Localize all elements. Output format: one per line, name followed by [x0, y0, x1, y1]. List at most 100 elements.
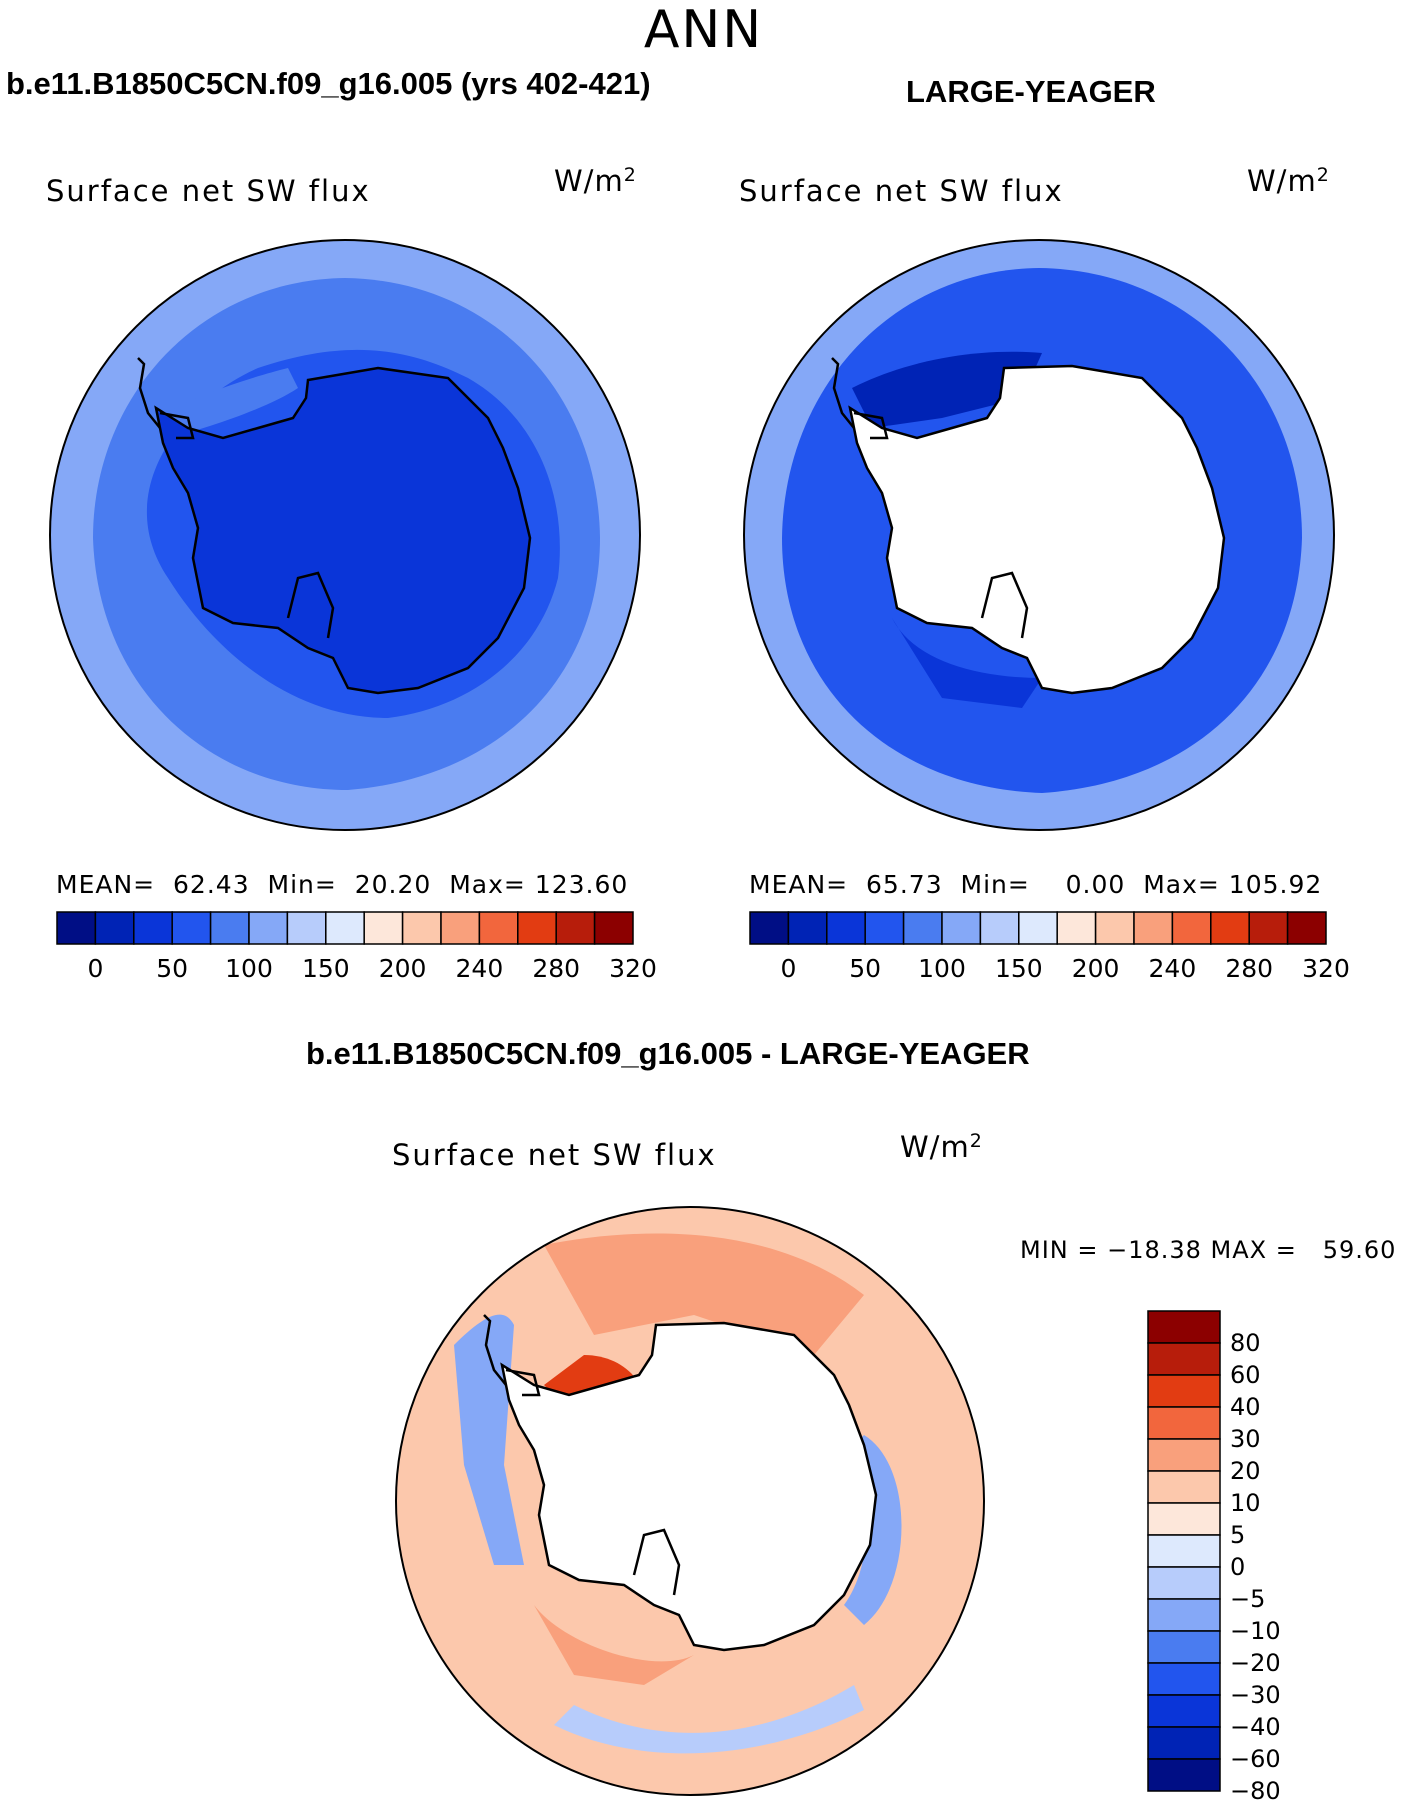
panel1-colorbar-swatch — [209, 911, 250, 945]
panel3-colorbar-tick-label: −5 — [1230, 1585, 1266, 1613]
panel3-colorbar-tick-label: −80 — [1230, 1777, 1281, 1805]
panel2-colorbar-swatch — [1018, 911, 1058, 945]
panel1-colorbar-swatch — [133, 911, 173, 945]
panel3-colorbar-swatch — [1147, 1758, 1221, 1792]
panel3-colorbar-swatch — [1147, 1566, 1221, 1600]
panel2-colorbar-swatch — [1171, 911, 1212, 945]
panel2-stats: MEAN= 65.73 Min= 0.00 Max= 105.92 — [749, 870, 1323, 899]
panel1-case-title: b.e11.B1850C5CN.f09_g16.005 (yrs 402-421… — [6, 66, 651, 101]
panel2-colorbar-tick-label: 200 — [1071, 954, 1120, 983]
panel1-colorbar-swatch — [171, 911, 212, 945]
panel3-colorbar-swatch — [1147, 1662, 1221, 1696]
panel2-ice-shelf — [853, 411, 889, 440]
panel1-colorbar-swatch — [248, 911, 289, 945]
panel1-stats: MEAN= 62.43 Min= 20.20 Max= 123.60 — [56, 870, 629, 899]
panel1-colorbar-swatch — [401, 911, 442, 945]
panel3-variable-label: Surface net SW flux — [392, 1138, 717, 1172]
panel2-colorbar-tick-label: 50 — [849, 954, 882, 983]
panel1-colorbar-tick-label: 200 — [378, 954, 427, 983]
panel3-colorbar-tick-label: −60 — [1230, 1745, 1281, 1773]
panel1-colorbar-tick-label: 100 — [225, 954, 273, 983]
panel3-colorbar-tick-label: 30 — [1230, 1425, 1261, 1453]
panel2-colorbar-tick-label: 280 — [1225, 954, 1274, 983]
panel3-colorbar-tick-label: −30 — [1230, 1681, 1281, 1709]
panel2-variable-label: Surface net SW flux — [739, 174, 1064, 208]
panel2-colorbar-tick-label: 240 — [1148, 954, 1197, 983]
panel3-colorbar-tick-label: 0 — [1230, 1553, 1246, 1581]
panel1-ice-shelf — [159, 411, 195, 440]
panel2-colorbar-swatch — [902, 911, 943, 945]
panel3-colorbar-swatch — [1147, 1342, 1221, 1376]
panel3-minmax: MIN = −18.38 MAX = 59.60 — [1020, 1236, 1397, 1264]
panel3-colorbar — [1147, 1310, 1221, 1792]
panel1-colorbar-tick-label: 240 — [455, 954, 504, 983]
panel1-colorbar-swatch — [593, 911, 634, 945]
panel3-peninsula — [483, 1314, 507, 1386]
panel1-band — [158, 368, 298, 438]
panel3-colorbar-tick-label: 40 — [1230, 1393, 1261, 1421]
panel1-colorbar-swatch — [555, 911, 596, 945]
panel1-polar-map — [49, 239, 641, 831]
panel1-colorbar-swatch — [325, 911, 365, 945]
panel2-antarctica — [848, 364, 1226, 695]
panel3-colorbar-swatch — [1147, 1470, 1221, 1504]
panel3-colorbar-tick-label: 20 — [1230, 1457, 1261, 1485]
panel2-colorbar-swatch — [941, 911, 982, 945]
panel3-colorbar-swatch — [1147, 1694, 1221, 1728]
panel3-south-warm — [534, 1605, 694, 1685]
panel1-colorbar-swatch — [286, 911, 327, 945]
panel2-colorbar-swatch — [749, 911, 790, 945]
panel2-peninsula — [831, 357, 855, 429]
panel2-colorbar-tick-label: 150 — [994, 954, 1043, 983]
panel2-dark-patch — [852, 351, 1042, 428]
panel2-colorbar-tick-label: 0 — [780, 954, 797, 983]
panel1-units: W/m2 — [554, 164, 637, 198]
panel2-colorbar-tick-label: 320 — [1302, 954, 1350, 983]
panel1-antarctica — [154, 366, 532, 695]
panel2-colorbar-swatch — [1210, 911, 1250, 945]
panel3-colorbar-swatch — [1147, 1726, 1221, 1760]
panel1-colorbar-swatch — [94, 911, 135, 945]
panel3-colorbar-tick-label: 5 — [1230, 1521, 1246, 1549]
panel2-case-title: LARGE-YEAGER — [906, 74, 1156, 109]
panel3-ice-shelf — [505, 1368, 541, 1397]
panel2-units: W/m2 — [1247, 164, 1330, 198]
panel3-cool-band — [554, 1685, 864, 1754]
panel3-colorbar-swatch — [1147, 1534, 1221, 1568]
panel1-colorbar-swatch — [56, 911, 97, 945]
panel3-colorbar-swatch — [1147, 1374, 1221, 1408]
panel3-polar-map — [395, 1206, 985, 1796]
panel3-colorbar-tick-label: −10 — [1230, 1617, 1281, 1645]
panel2-colorbar-swatch — [787, 911, 828, 945]
panel2-colorbar-tick-label: 100 — [918, 954, 966, 983]
panel2-colorbar — [749, 911, 1327, 945]
panel1-colorbar-tick-label: 320 — [609, 954, 657, 983]
panel3-colorbar-swatch — [1147, 1502, 1221, 1536]
panel3-colorbar-swatch — [1147, 1630, 1221, 1664]
panel1-ross-sea — [286, 571, 335, 639]
panel1-variable-label: Surface net SW flux — [46, 174, 371, 208]
panel1-peninsula — [137, 357, 161, 429]
panel2-polar-map — [743, 239, 1335, 831]
panel3-antarctica — [500, 1321, 878, 1652]
panel3-case-title: b.e11.B1850C5CN.f09_g16.005 - LARGE-YEAG… — [306, 1036, 1030, 1071]
panel3-colorbar-tick-label: −20 — [1230, 1649, 1281, 1677]
panel3-colorbar-swatch — [1147, 1438, 1221, 1472]
panel3-ross-sea — [632, 1528, 681, 1596]
panel2-colorbar-swatch — [826, 911, 866, 945]
panel3-colorbar-tick-label: 10 — [1230, 1489, 1261, 1517]
panel1-colorbar-tick-label: 0 — [87, 954, 104, 983]
panel1-colorbar-swatch — [363, 911, 404, 945]
panel3-units: W/m2 — [900, 1130, 983, 1164]
panel1-colorbar — [56, 911, 634, 945]
panel1-colorbar-swatch — [517, 911, 557, 945]
panel3-colorbar-tick-label: 60 — [1230, 1361, 1261, 1389]
panel3-colorbar-swatch — [1147, 1598, 1221, 1632]
panel3-colorbar-tick-label: −40 — [1230, 1713, 1281, 1741]
panel2-colorbar-swatch — [1056, 911, 1097, 945]
panel3-colorbar-tick-label: 80 — [1230, 1329, 1261, 1357]
panel2-colorbar-swatch — [1248, 911, 1289, 945]
panel2-dark-patch2 — [892, 618, 1042, 708]
panel2-colorbar-swatch — [1286, 911, 1327, 945]
panel2-colorbar-swatch — [979, 911, 1020, 945]
